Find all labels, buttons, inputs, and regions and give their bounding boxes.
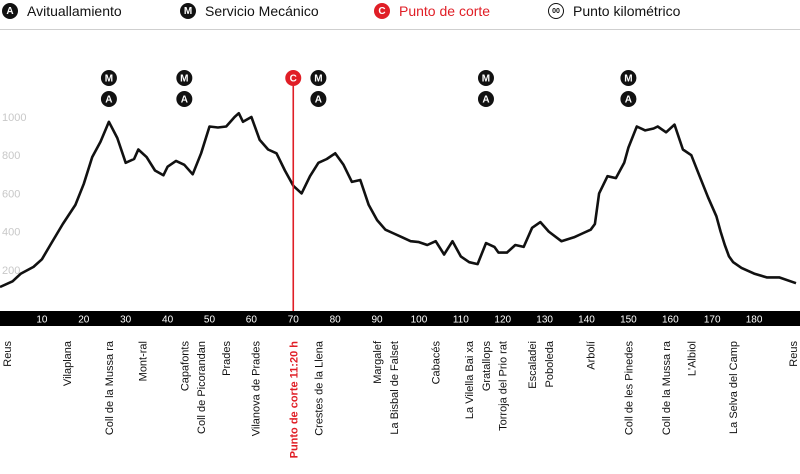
legend-item-punto-de-corte: C Punto de corte [374, 0, 490, 22]
y-tick-label: 800 [2, 150, 20, 162]
place-label: La Vilella Bai xa [464, 340, 476, 419]
stop-badge-label: M [105, 74, 113, 85]
x-tick-label: 30 [120, 315, 132, 326]
stop-badge-label: C [290, 74, 297, 85]
x-tick-label: 140 [578, 315, 595, 326]
place-label: Prades [221, 341, 233, 376]
place-label: Reus [2, 341, 14, 367]
elevation-line [0, 111, 797, 289]
place-label: Margalef [372, 340, 384, 384]
stop-badge-label: M [314, 74, 322, 85]
place-label: Torroja del Prio rat [498, 341, 510, 431]
place-label: Poboleda [544, 340, 556, 387]
place-label: Coll de Picorandan [196, 341, 208, 434]
x-tick-label: 180 [746, 315, 763, 326]
legend-label: Servicio Mecánico [205, 3, 319, 19]
place-label: Vilaplana [62, 340, 74, 386]
stop-badge-label: M [482, 74, 490, 85]
servicio-mecanico-icon [100, 70, 117, 86]
place-label: Crestes de la Llena [313, 340, 325, 436]
legend-item-avituallamiento: A Avituallamiento [2, 0, 122, 22]
x-tick-label: 70 [288, 315, 300, 326]
place-label: Coll de la Mussa ra [104, 340, 116, 435]
servicio-mecanico-icon [310, 70, 327, 86]
x-tick-label: 90 [371, 315, 383, 326]
x-tick-label: 10 [36, 315, 48, 326]
place-label: Coll de les Pinedes [623, 341, 635, 436]
x-tick-label: 100 [411, 315, 428, 326]
avituallamiento-icon [100, 91, 117, 107]
stop-badge-label: A [625, 95, 632, 106]
place-label: Gratallops [481, 341, 493, 392]
avituallamiento-icon [176, 91, 193, 107]
place-label: Coll de la Mussa ra [661, 340, 673, 435]
x-tick-label: 50 [204, 315, 216, 326]
punto-kilometrico-icon: 00 [548, 3, 564, 19]
x-tick-label: 20 [78, 315, 90, 326]
x-tick-label: 80 [330, 315, 342, 326]
y-tick-label: 600 [2, 188, 20, 200]
y-tick-label: 400 [2, 227, 20, 239]
stop-badge-label: A [105, 95, 112, 106]
stop-badge-label: M [624, 74, 632, 85]
place-label: Mont-ral [137, 341, 149, 381]
y-tick-label: 1000 [2, 112, 26, 124]
place-label: Vilanova de Prades [251, 341, 263, 437]
stop-badge-label: A [315, 95, 322, 106]
km-axis-band [0, 311, 800, 326]
x-tick-label: 150 [620, 315, 637, 326]
legend-item-servicio-mecanico: M Servicio Mecánico [180, 0, 319, 22]
legend-label: Punto de corte [399, 3, 491, 19]
punto-de-corte-icon: C [374, 3, 390, 19]
avituallamiento-icon [310, 91, 327, 107]
x-tick-label: 160 [662, 315, 679, 326]
legend-item-punto-kilometrico: 00 Punto kilométrico [548, 0, 680, 22]
servicio-mecanico-icon [620, 70, 637, 86]
place-label: Arbolí [586, 341, 598, 370]
servicio-mecanico-icon [477, 70, 494, 86]
place-label: Punto de corte 11:20 h [288, 341, 300, 459]
place-label: La Bisbal de Falset [389, 341, 401, 435]
avituallamiento-icon [477, 91, 494, 107]
legend-divider [0, 29, 800, 30]
place-label: Escaladei [527, 341, 539, 389]
stop-badge-label: A [482, 95, 489, 106]
servicio-mecanico-icon [176, 70, 193, 86]
place-label: Cabacés [431, 341, 443, 385]
servicio-mecanico-icon: M [180, 3, 196, 19]
place-label: Capafonts [179, 341, 191, 392]
x-tick-label: 40 [162, 315, 174, 326]
legend: A Avituallamiento M Servicio Mecánico C … [0, 0, 800, 22]
legend-label: Avituallamiento [27, 3, 122, 19]
x-tick-label: 120 [494, 315, 511, 326]
place-label: L'Albiol [686, 341, 698, 376]
x-tick-label: 130 [536, 315, 553, 326]
x-tick-label: 110 [453, 315, 469, 326]
y-tick-label: 200 [2, 265, 20, 277]
place-label: La Selva del Camp [728, 341, 740, 434]
legend-label: Punto kilométrico [573, 3, 681, 19]
punto-de-corte-icon [285, 70, 302, 86]
avituallamiento-icon: A [2, 3, 18, 19]
x-tick-label: 170 [704, 315, 721, 326]
stop-badge-label: M [180, 74, 188, 85]
place-label: Reus [788, 341, 800, 367]
avituallamiento-icon [620, 91, 637, 107]
x-tick-label: 60 [246, 315, 258, 326]
stop-badge-label: A [181, 95, 188, 106]
